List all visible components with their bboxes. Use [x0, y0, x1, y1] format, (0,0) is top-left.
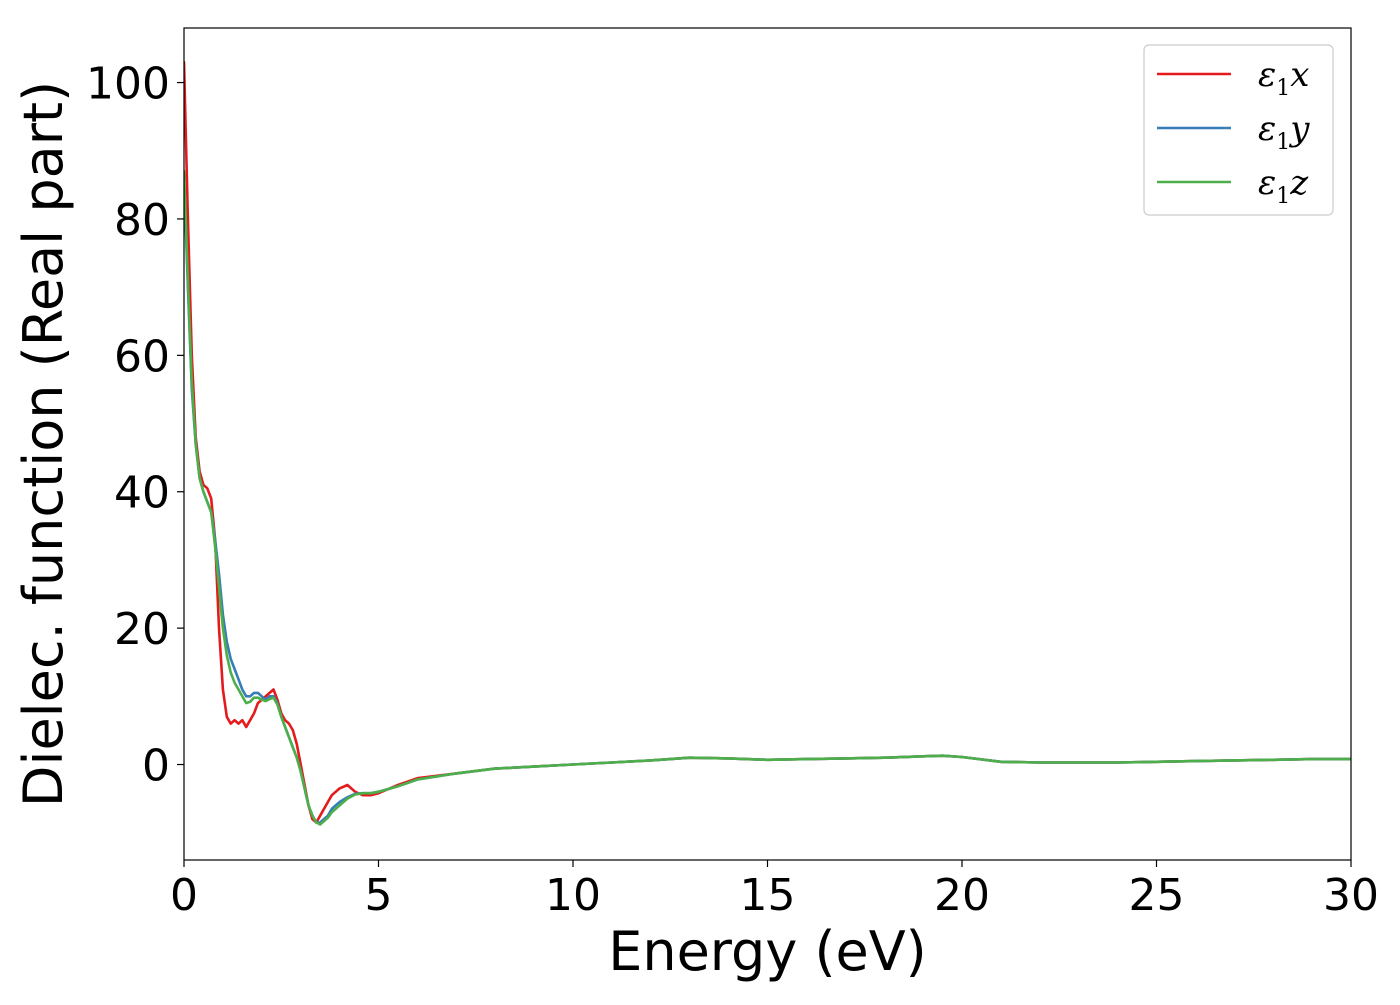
- legend-box: [1143, 44, 1334, 216]
- y-tick-label: 40: [114, 468, 170, 519]
- legend-label-suffix: y: [1288, 109, 1310, 149]
- y-tick-label: 60: [114, 331, 170, 382]
- legend-label-main: ε: [1258, 163, 1276, 203]
- y-axis-label: Dielec. function (Real part): [12, 81, 75, 807]
- series-line-z: [184, 169, 1351, 826]
- y-tick-label: 80: [114, 195, 170, 246]
- legend-label-sub: 1: [1276, 76, 1290, 101]
- x-tick-label: 25: [1129, 870, 1185, 921]
- legend-label: ε1x: [1258, 55, 1309, 101]
- y-tick-label: 20: [114, 604, 170, 655]
- legend-label-suffix: x: [1290, 55, 1309, 95]
- legend-label: ε1y: [1258, 109, 1310, 155]
- x-tick-label: 30: [1323, 870, 1379, 921]
- legend-label-main: ε: [1258, 55, 1276, 95]
- legend-label-suffix: z: [1289, 163, 1309, 203]
- legend-label-sub: 1: [1276, 184, 1290, 209]
- y-tick-label: 0: [142, 741, 170, 792]
- x-tick-label: 10: [545, 870, 601, 921]
- x-tick-label: 20: [934, 870, 990, 921]
- x-tick-label: 15: [740, 870, 796, 921]
- legend-label-sub: 1: [1276, 130, 1290, 155]
- y-tick-label: 100: [86, 59, 170, 110]
- x-tick-label: 0: [170, 870, 198, 921]
- series-layer: [184, 60, 1351, 826]
- x-axis-label: Energy (eV): [608, 920, 927, 983]
- legend-label-main: ε: [1258, 109, 1276, 149]
- x-axis-ticks: 0 5 10 15 20 25 30: [170, 860, 1379, 921]
- series-line-y: [184, 176, 1351, 824]
- legend-label: ε1z: [1258, 163, 1309, 209]
- y-axis-ticks: 0 20 40 60 80 100: [86, 59, 184, 792]
- x-tick-label: 5: [365, 870, 393, 921]
